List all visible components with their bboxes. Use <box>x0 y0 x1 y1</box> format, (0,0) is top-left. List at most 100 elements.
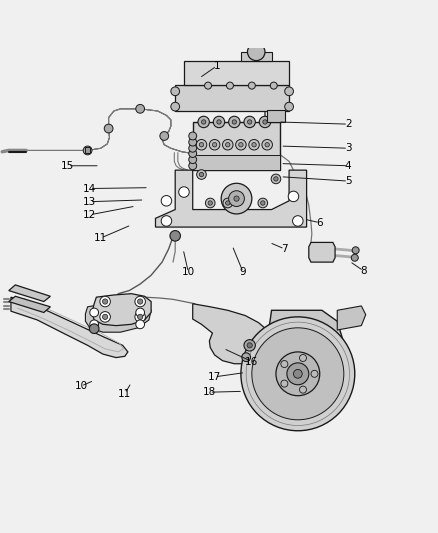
Circle shape <box>276 352 320 395</box>
Circle shape <box>281 360 288 368</box>
Text: 14: 14 <box>83 183 96 193</box>
Circle shape <box>263 120 267 124</box>
Circle shape <box>265 142 269 147</box>
Text: 10: 10 <box>74 381 88 391</box>
Circle shape <box>352 247 359 254</box>
Circle shape <box>197 169 206 179</box>
Circle shape <box>247 343 252 348</box>
Circle shape <box>138 314 143 319</box>
Circle shape <box>242 353 251 361</box>
Text: 10: 10 <box>182 267 195 277</box>
Polygon shape <box>155 170 307 227</box>
Polygon shape <box>85 147 90 154</box>
Circle shape <box>136 104 145 113</box>
Circle shape <box>160 132 169 140</box>
Circle shape <box>300 386 307 393</box>
Circle shape <box>90 320 99 329</box>
Circle shape <box>198 116 209 128</box>
Text: 13: 13 <box>83 197 96 207</box>
Circle shape <box>189 162 197 169</box>
Polygon shape <box>258 310 344 426</box>
Circle shape <box>247 120 252 124</box>
Circle shape <box>196 140 207 150</box>
Polygon shape <box>193 155 280 170</box>
Circle shape <box>161 196 172 206</box>
Circle shape <box>89 324 99 334</box>
Circle shape <box>189 138 197 146</box>
Circle shape <box>271 174 281 184</box>
Circle shape <box>205 198 215 208</box>
Text: 5: 5 <box>345 176 352 186</box>
Text: 16: 16 <box>245 357 258 367</box>
Text: 2: 2 <box>345 119 352 129</box>
Polygon shape <box>175 85 289 111</box>
Text: 7: 7 <box>281 244 288 254</box>
Circle shape <box>351 254 358 261</box>
Circle shape <box>102 299 108 304</box>
Polygon shape <box>9 285 50 302</box>
Text: 18: 18 <box>203 387 216 397</box>
Circle shape <box>293 216 303 226</box>
Circle shape <box>201 120 206 124</box>
Circle shape <box>293 369 302 378</box>
Circle shape <box>247 43 265 61</box>
Circle shape <box>213 116 225 128</box>
Polygon shape <box>267 110 285 122</box>
Circle shape <box>223 140 233 150</box>
Polygon shape <box>241 52 272 61</box>
Circle shape <box>285 87 293 96</box>
Text: 6: 6 <box>316 217 323 228</box>
Circle shape <box>100 296 110 307</box>
Text: 8: 8 <box>360 266 367 276</box>
Circle shape <box>239 142 243 147</box>
Circle shape <box>189 156 197 164</box>
Circle shape <box>90 308 99 317</box>
Circle shape <box>221 183 252 214</box>
Circle shape <box>217 120 221 124</box>
Circle shape <box>244 116 255 128</box>
Circle shape <box>258 198 268 208</box>
Circle shape <box>199 172 204 177</box>
Circle shape <box>135 312 145 322</box>
Polygon shape <box>11 297 128 358</box>
Circle shape <box>274 177 278 181</box>
Circle shape <box>138 299 143 304</box>
Polygon shape <box>193 122 280 170</box>
Circle shape <box>226 201 230 205</box>
Circle shape <box>262 140 272 150</box>
Circle shape <box>205 82 212 89</box>
Circle shape <box>171 102 180 111</box>
Circle shape <box>136 308 145 317</box>
Circle shape <box>229 191 244 206</box>
Circle shape <box>104 124 113 133</box>
Circle shape <box>179 187 189 197</box>
Circle shape <box>136 320 145 329</box>
Circle shape <box>189 150 197 157</box>
Polygon shape <box>193 304 272 364</box>
Circle shape <box>244 340 255 351</box>
Circle shape <box>232 120 237 124</box>
Circle shape <box>209 140 220 150</box>
Text: 17: 17 <box>208 372 221 382</box>
Text: 11: 11 <box>94 233 107 243</box>
Polygon shape <box>92 294 151 326</box>
Circle shape <box>223 198 233 208</box>
Circle shape <box>234 196 239 201</box>
Circle shape <box>135 296 145 307</box>
Circle shape <box>287 363 309 385</box>
Text: 3: 3 <box>345 143 352 154</box>
Circle shape <box>311 370 318 377</box>
Circle shape <box>161 216 172 226</box>
Text: 12: 12 <box>83 210 96 220</box>
Circle shape <box>208 201 212 205</box>
Circle shape <box>300 354 307 361</box>
Circle shape <box>285 102 293 111</box>
Polygon shape <box>85 302 151 332</box>
Circle shape <box>199 142 204 147</box>
Circle shape <box>249 140 259 150</box>
Circle shape <box>226 82 233 89</box>
Circle shape <box>83 146 92 155</box>
Text: 1: 1 <box>213 61 220 71</box>
Circle shape <box>236 140 246 150</box>
Polygon shape <box>309 243 335 262</box>
